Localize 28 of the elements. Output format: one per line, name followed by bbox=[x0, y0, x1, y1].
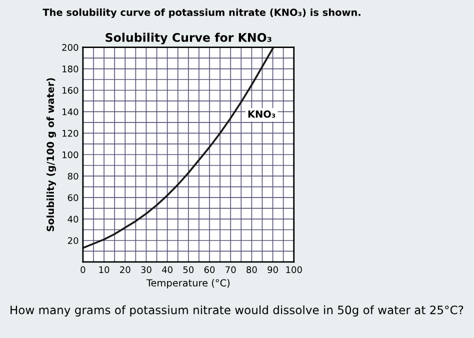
series-label: KNO₃ bbox=[248, 110, 276, 118]
y-tick-label: 140 bbox=[62, 108, 78, 116]
y-tick-label: 200 bbox=[62, 44, 78, 51]
chart-title: Solubility Curve for KNO₃ bbox=[106, 32, 272, 44]
x-tick-label: 100 bbox=[286, 266, 302, 274]
x-tick-label: 10 bbox=[99, 266, 110, 274]
y-tick-label: 60 bbox=[68, 194, 78, 202]
x-tick-label: 30 bbox=[141, 266, 152, 274]
x-tick-label: 20 bbox=[120, 266, 130, 274]
x-tick-label: 60 bbox=[204, 266, 215, 274]
y-tick-label: 100 bbox=[62, 151, 78, 158]
x-axis-title: Temperature (°C) bbox=[146, 279, 230, 288]
y-tick-label: 20 bbox=[68, 237, 78, 244]
line-series bbox=[82, 47, 274, 249]
y-tick-label: 120 bbox=[62, 130, 78, 137]
text: The solubility curve of potassium nitrate (KNO₃) is shown. bbox=[42, 8, 360, 18]
x-tick-label: 40 bbox=[162, 266, 172, 274]
x-tick-label: 90 bbox=[268, 266, 278, 274]
y-tick-label: 160 bbox=[62, 86, 78, 94]
text: How many grams of potassium nitrate would dissolve in 50g of water at 25°C? bbox=[10, 305, 464, 317]
x-tick-label: 50 bbox=[183, 266, 194, 274]
y-tick-label: 80 bbox=[68, 172, 78, 180]
y-tick-label: 180 bbox=[62, 66, 78, 72]
x-tick-label: 70 bbox=[226, 266, 236, 274]
x-tick-label: 80 bbox=[246, 266, 257, 274]
y-tick-label: 40 bbox=[68, 216, 78, 223]
x-tick-label: 0 bbox=[80, 266, 86, 274]
y-axis-title: Solubility (g/100 g of water) bbox=[46, 78, 56, 232]
